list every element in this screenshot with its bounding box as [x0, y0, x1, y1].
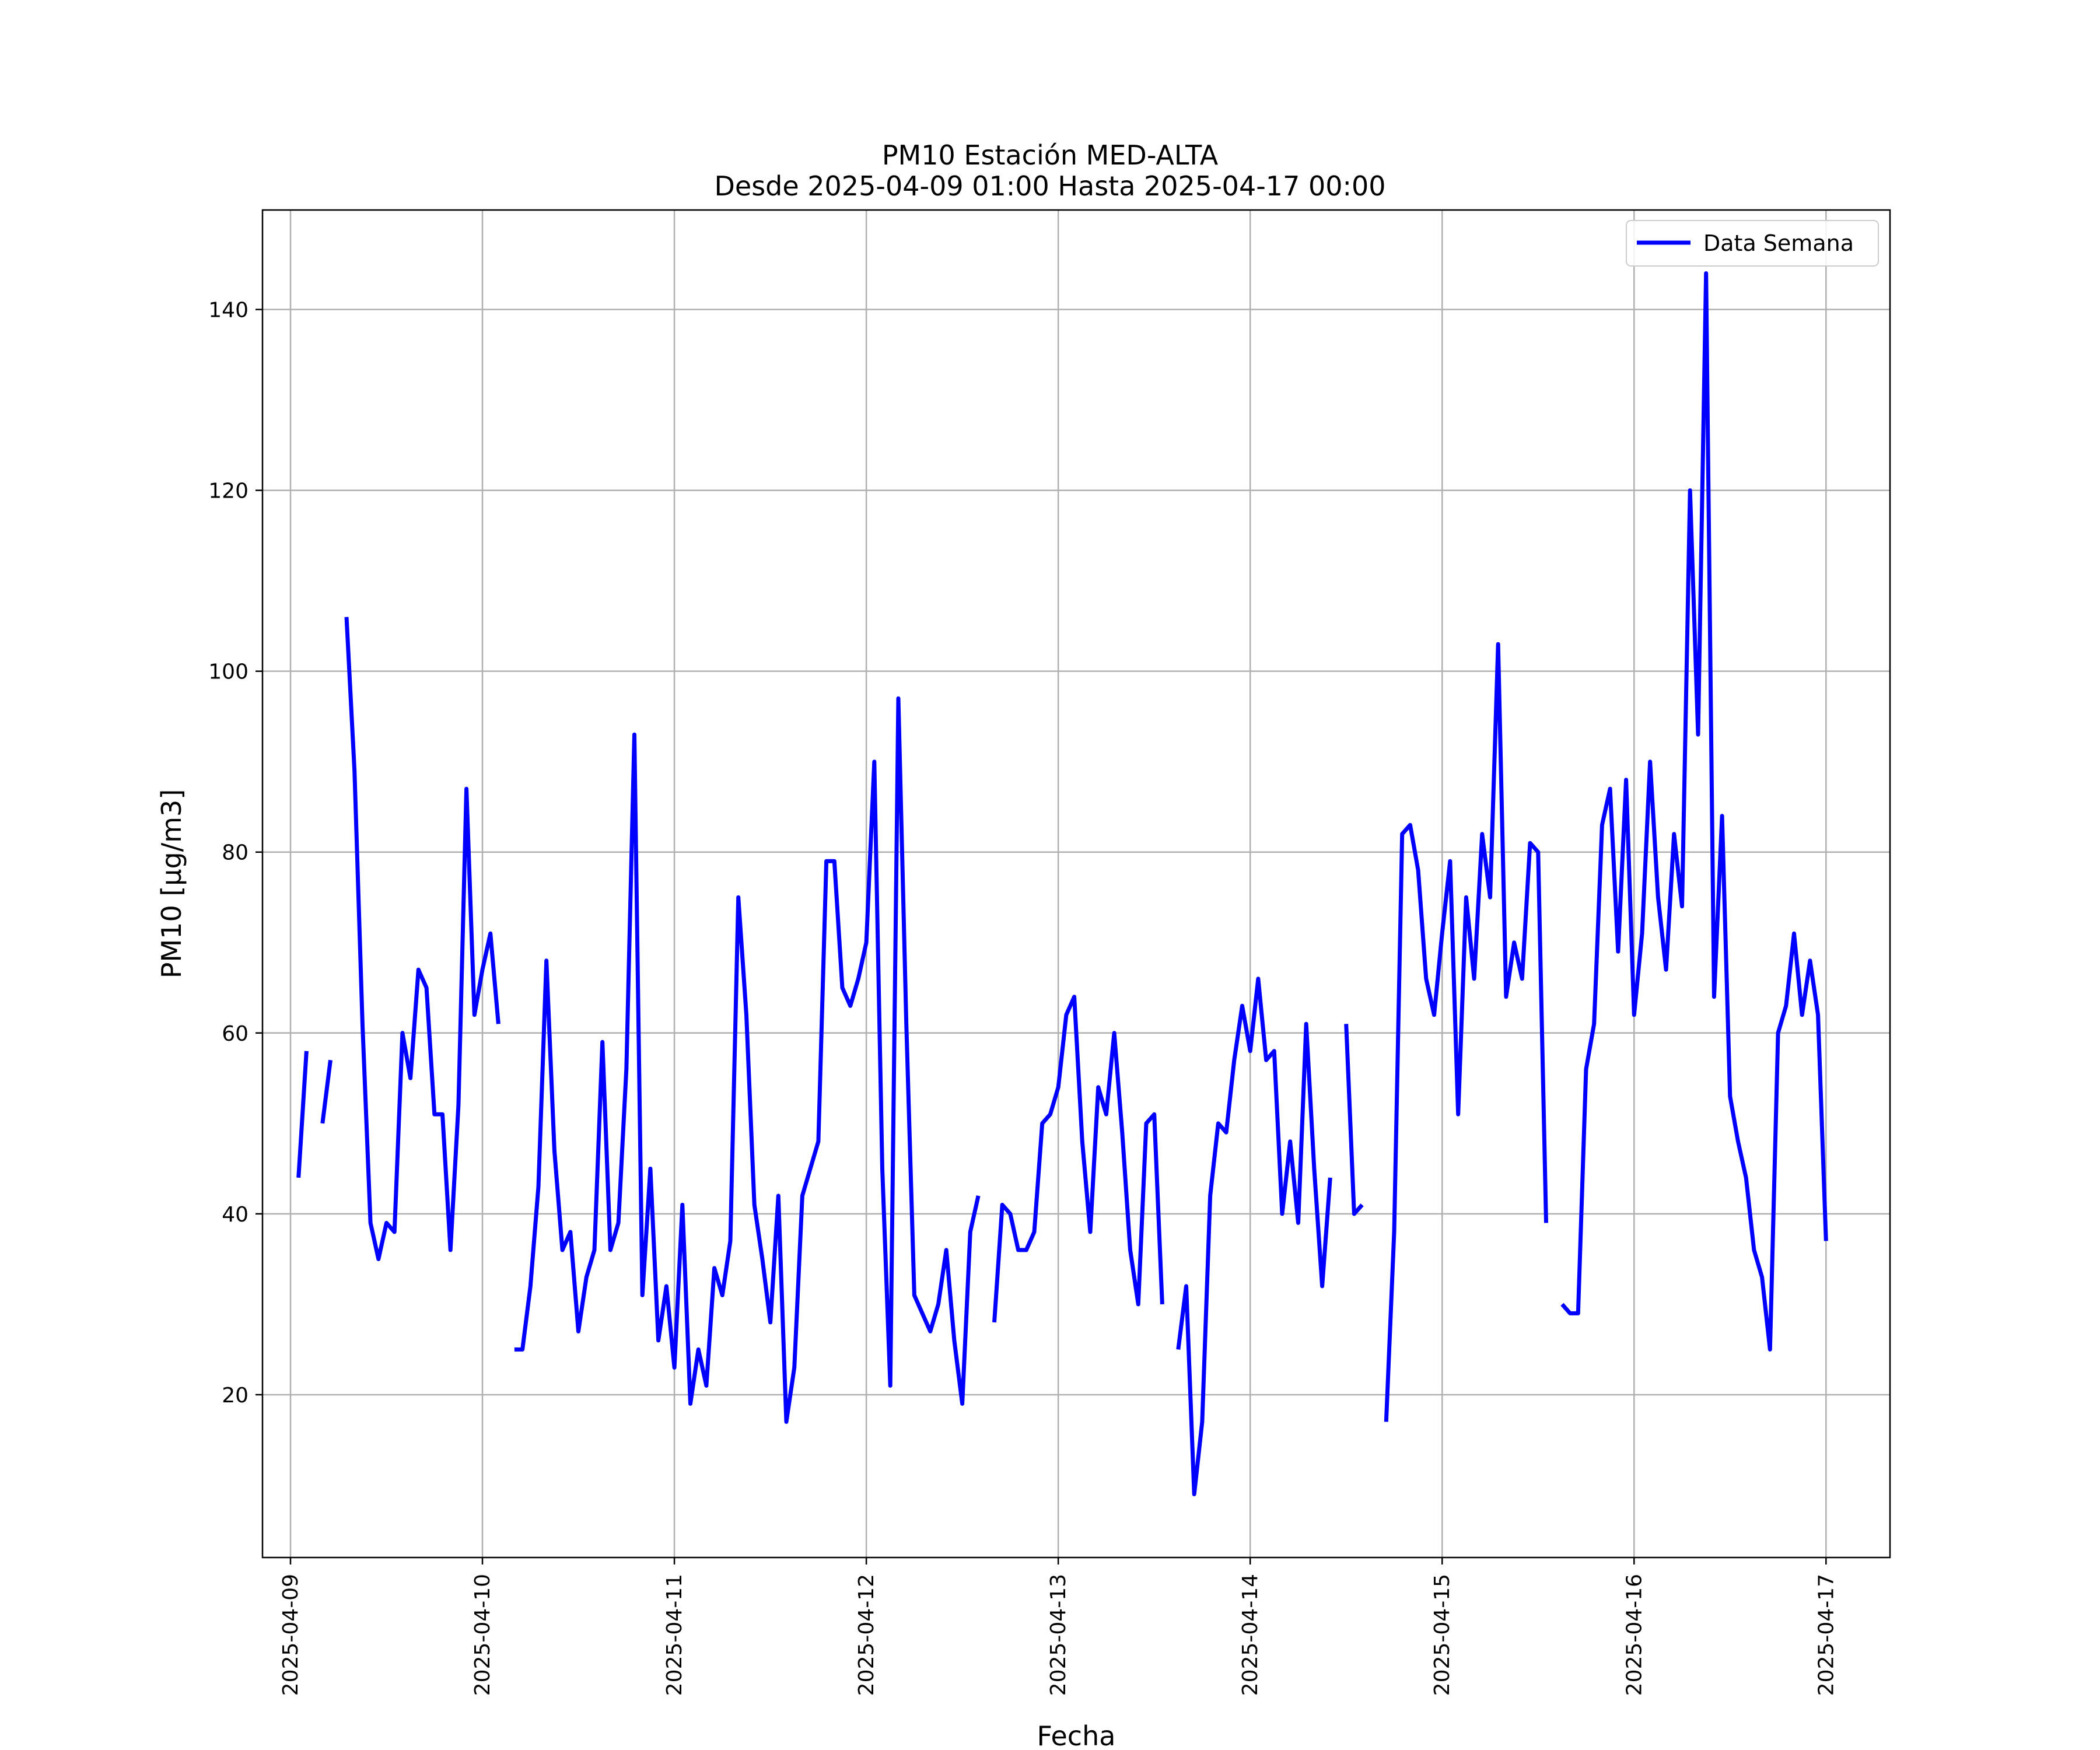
- series-line-segment: [1176, 977, 1332, 1496]
- x-tick-label: 2025-04-09: [279, 1574, 303, 1696]
- y-tick-label: 20: [222, 1384, 249, 1408]
- y-axis-ticks: 20 40 60 80 100 120 140: [208, 299, 262, 1408]
- y-axis-label: PM10 [μg/m3]: [156, 789, 187, 979]
- y-tick-label: 120: [208, 480, 249, 503]
- series-lines: [296, 271, 1828, 1496]
- x-tick-label: 2025-04-15: [1430, 1574, 1454, 1696]
- series-line-segment: [1384, 642, 1548, 1422]
- x-axis-label: Fecha: [1037, 1720, 1116, 1750]
- grid-lines: [262, 210, 1890, 1558]
- x-tick-label: 2025-04-17: [1814, 1574, 1838, 1696]
- y-tick-label: 40: [222, 1203, 249, 1227]
- series-line-segment: [296, 1051, 309, 1178]
- x-tick-label: 2025-04-10: [471, 1574, 495, 1696]
- chart-subtitle: Desde 2025-04-09 01:00 Hasta 2025-04-17 …: [714, 170, 1385, 202]
- y-tick-label: 60: [222, 1022, 249, 1046]
- series-line-segment: [1560, 271, 1828, 1352]
- x-tick-label: 2025-04-13: [1046, 1574, 1070, 1696]
- y-tick-label: 140: [208, 299, 249, 323]
- x-tick-label: 2025-04-12: [855, 1574, 878, 1696]
- chart-title: PM10 Estación MED-ALTA: [882, 139, 1219, 171]
- y-tick-label: 100: [208, 660, 249, 684]
- plot-frame: [261, 209, 1891, 1559]
- x-tick-label: 2025-04-11: [663, 1574, 687, 1696]
- x-tick-label: 2025-04-16: [1622, 1574, 1646, 1696]
- series-line-segment: [344, 617, 501, 1261]
- legend: Data Semana: [1626, 220, 1879, 267]
- y-tick-label: 80: [222, 841, 249, 865]
- series-line-segment: [320, 1059, 332, 1124]
- legend-label: Data Semana: [1703, 230, 1854, 256]
- legend-box: [1626, 220, 1879, 267]
- series-line-segment: [992, 995, 1164, 1323]
- series-line-segment: [514, 696, 981, 1424]
- x-tick-label: 2025-04-14: [1238, 1574, 1262, 1696]
- series-line-segment: [1344, 1024, 1364, 1216]
- x-axis-ticks: 2025-04-09 2025-04-10 2025-04-11 2025-04-12…: [279, 1558, 1838, 1696]
